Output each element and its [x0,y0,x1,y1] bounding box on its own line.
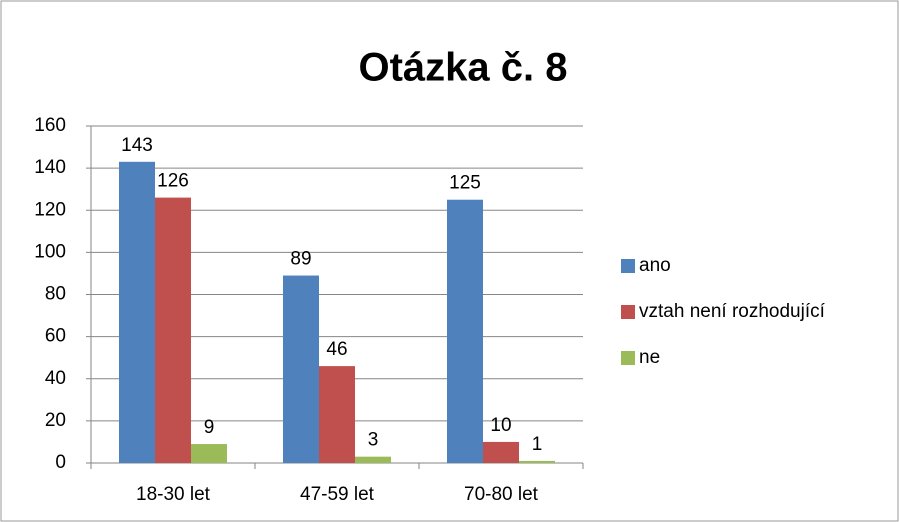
x-tick-label: 47-59 let [300,484,375,505]
data-label: 125 [449,173,481,194]
y-tick-label: 20 [45,410,66,431]
bar [319,366,355,463]
data-label: 9 [204,417,215,438]
legend-swatch [621,305,635,319]
bar [119,161,155,463]
data-label: 46 [326,339,347,360]
legend-label: vztah není rozhodující [639,301,826,322]
bar [155,197,191,464]
x-tick-label: 70-80 let [464,484,539,505]
bar [283,275,319,463]
data-label: 126 [157,171,189,192]
x-tick-label: 18-30 let [136,484,211,505]
y-tick-label: 60 [45,326,66,347]
y-tick-label: 80 [45,284,66,305]
y-tick-label: 160 [34,115,66,136]
y-tick-label: 120 [34,199,66,220]
bar [483,441,519,463]
y-tick-label: 100 [34,241,66,262]
bar [191,444,227,463]
y-tick-label: 0 [55,452,66,473]
bar [447,199,483,463]
y-tick-label: 140 [34,157,66,178]
legend-swatch [621,351,635,365]
chart-title: Otázka č. 8 [358,46,567,90]
y-tick-label: 40 [45,368,66,389]
bar [355,456,391,463]
legend-swatch [621,259,635,273]
data-label: 89 [290,249,311,270]
legend-label: ne [639,347,660,368]
legend-label: ano [639,255,671,276]
bar [519,460,555,463]
data-label: 10 [490,415,511,436]
data-label: 143 [121,135,153,156]
data-label: 1 [532,434,543,455]
data-label: 3 [368,430,379,451]
